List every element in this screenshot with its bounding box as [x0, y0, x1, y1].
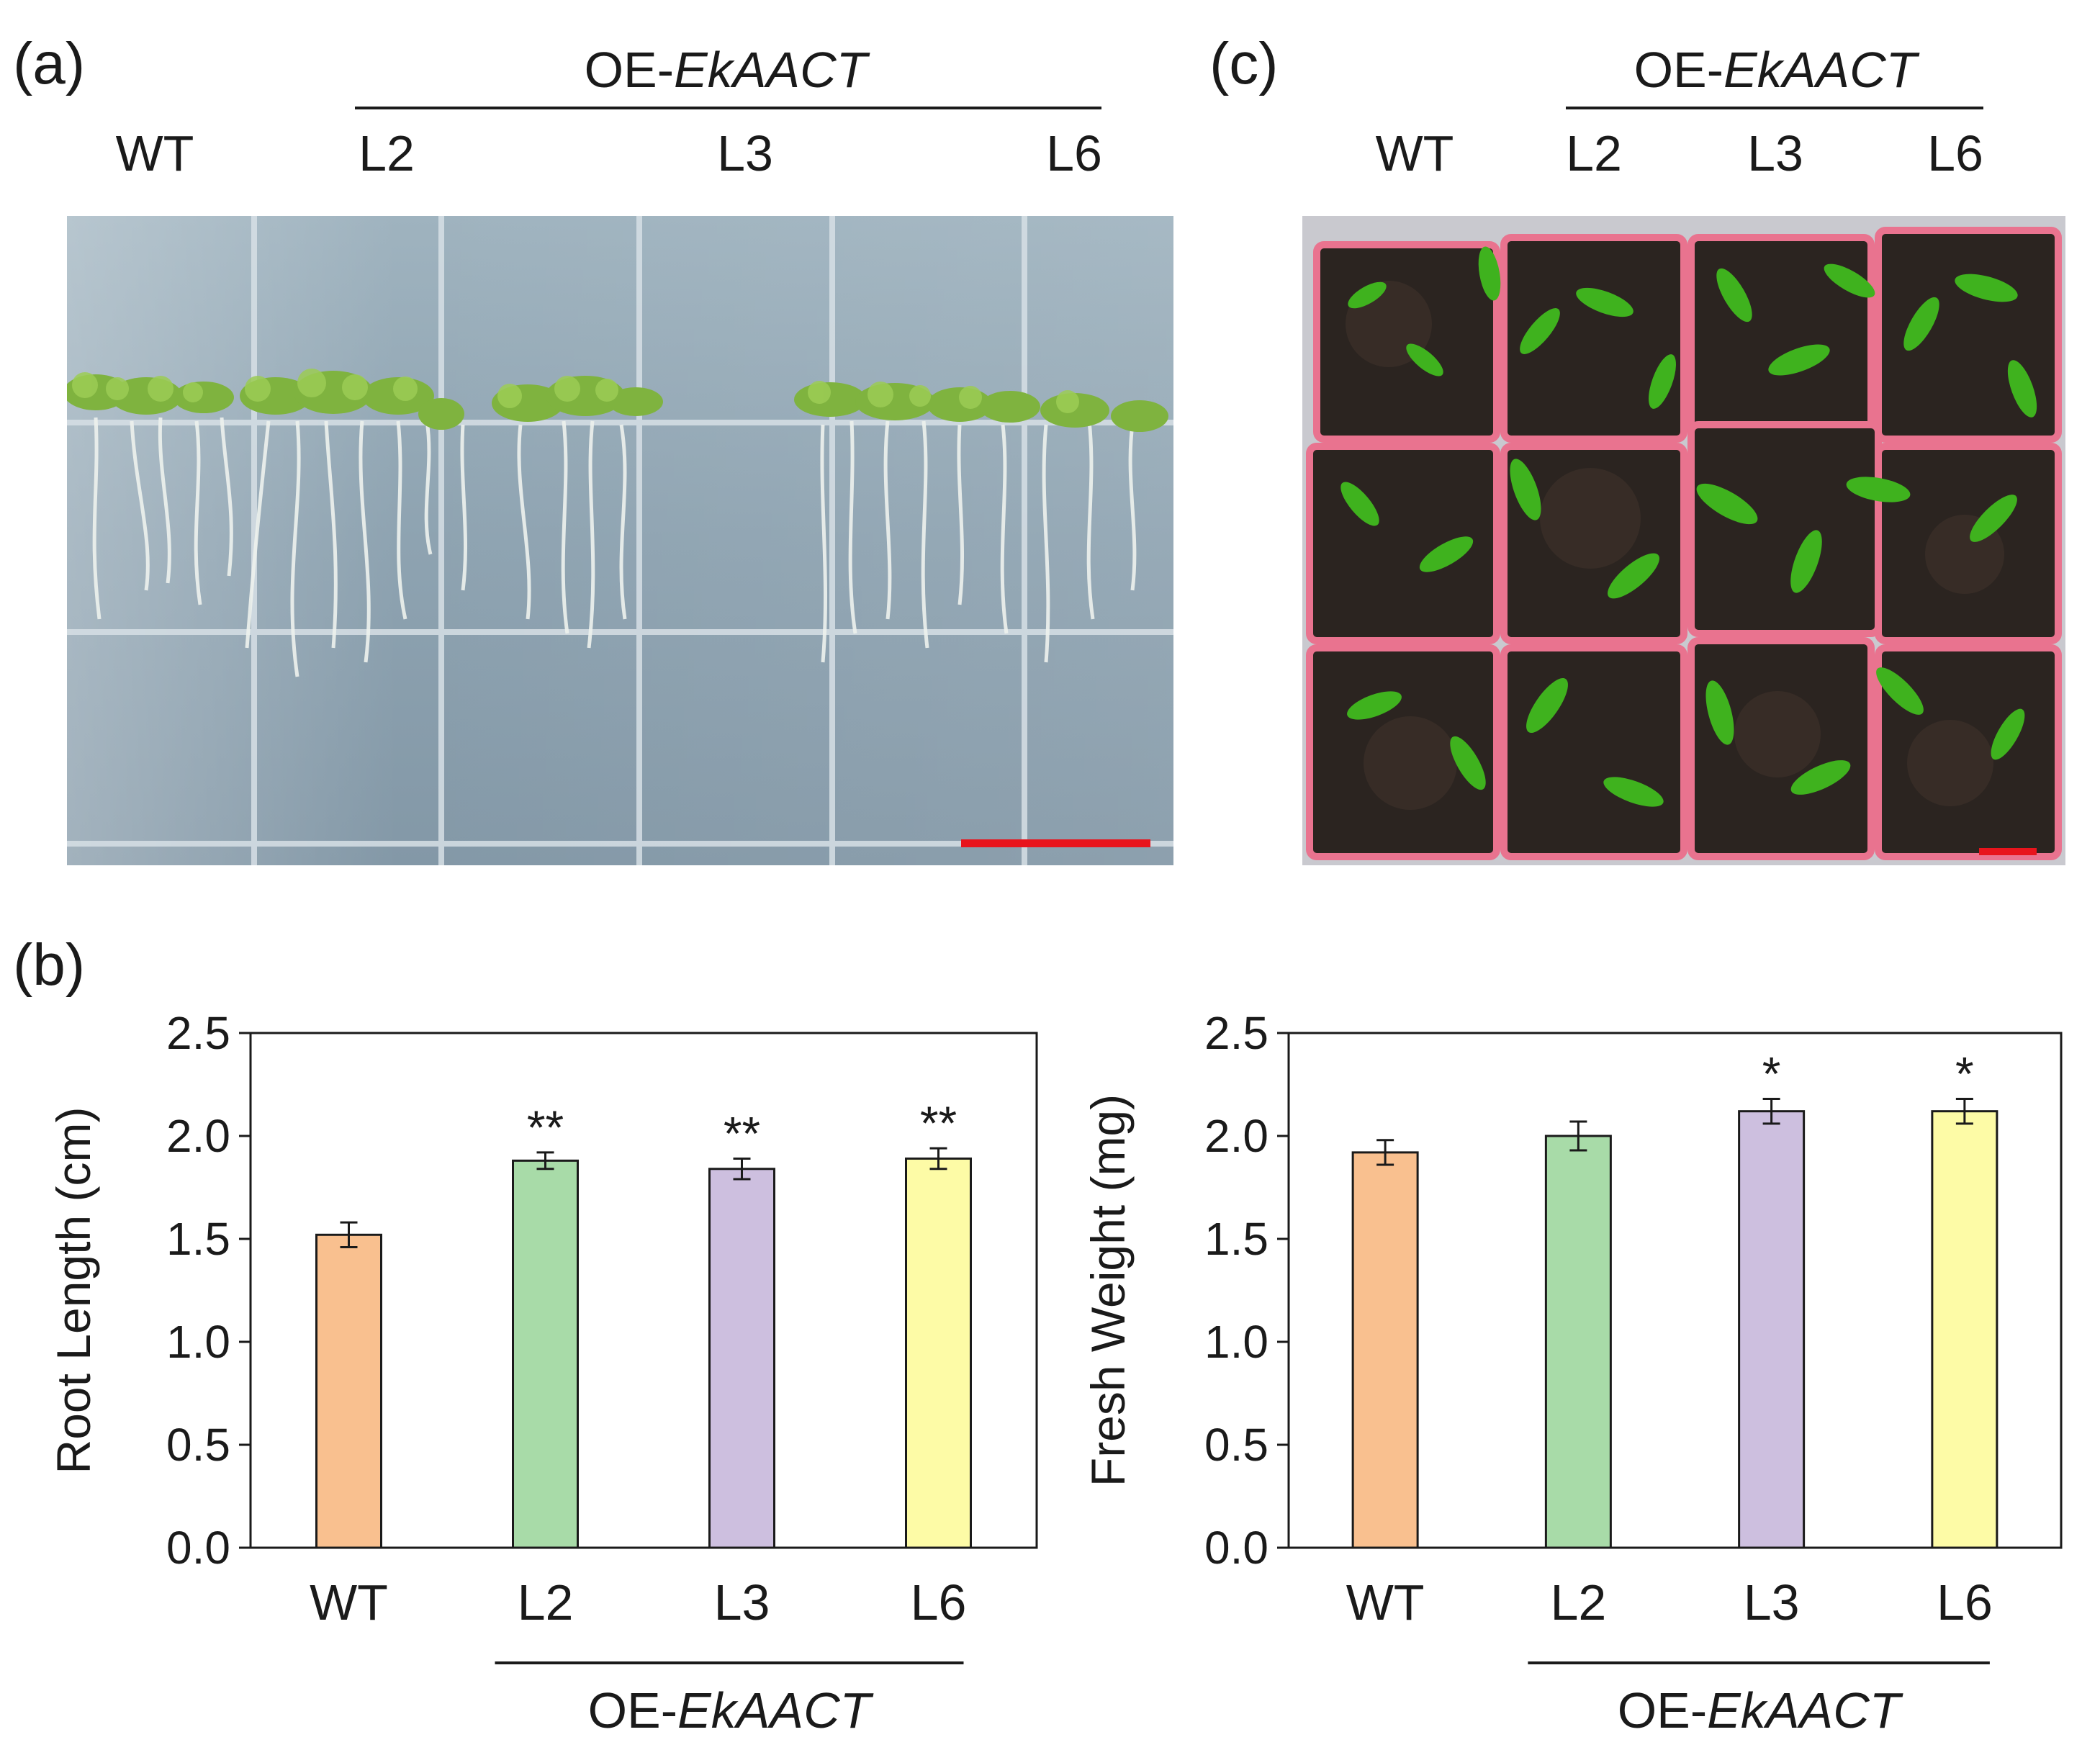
- seedling-plate-photo: [67, 216, 1173, 865]
- category-label: WT: [1346, 1574, 1425, 1631]
- panel-a-group-rule: [355, 107, 1101, 109]
- y-tick-label: 2.5: [166, 1007, 230, 1059]
- group-label-prefix: OE-: [1633, 42, 1724, 98]
- y-tick-label: 2.5: [1204, 1007, 1268, 1059]
- fresh-weight-chart: 0.0 0.5 1.0 1.5 2.0 2.5 Fresh Weight (mg) WT L2 *…: [1081, 1007, 2063, 1738]
- category-label: L6: [911, 1574, 967, 1631]
- group-label: OE-EkAACT: [1618, 1682, 1903, 1738]
- y-tick-label: 0.5: [166, 1419, 230, 1471]
- bar-wt: [1351, 1151, 1419, 1549]
- panel-a-group-label: OE-EkAACT: [585, 45, 868, 95]
- bar-l3: [1738, 1110, 1806, 1549]
- category-label: WT: [310, 1574, 388, 1631]
- category-label: L2: [1550, 1574, 1606, 1631]
- bar-l2: [512, 1159, 579, 1549]
- group-label-gene: EkAACT: [1723, 42, 1917, 98]
- panel-c-label: (c): [1209, 31, 1279, 96]
- panel-c-line-label-l2: L2: [1566, 125, 1622, 181]
- y-tick-label: 1.0: [166, 1316, 230, 1368]
- panel-a-label: (a): [13, 31, 86, 96]
- y-tick-label: 2.0: [166, 1110, 230, 1162]
- significance-mark: *: [1955, 1047, 1974, 1101]
- group-label-prefix: OE-: [584, 42, 675, 98]
- bar-l2: [1544, 1135, 1612, 1549]
- y-axis-label: Root Length (cm): [47, 1107, 100, 1474]
- panel-c-group-rule: [1566, 107, 1983, 109]
- root-length-chart: 0.0 0.5 1.0 1.5 2.0 2.5 Root Length (cm) WT ** L2…: [47, 1007, 1038, 1738]
- category-label: L2: [518, 1574, 574, 1631]
- panel-c-line-label-l6: L6: [1927, 125, 1983, 181]
- panel-a-wt-label: WT: [115, 125, 194, 181]
- group-label: OE-EkAACT: [588, 1682, 874, 1738]
- soil-pots-photo: [1302, 216, 2065, 865]
- bar-l3: [708, 1168, 775, 1549]
- soil-pots-illustration: [1302, 216, 2065, 865]
- significance-mark: *: [1762, 1047, 1781, 1101]
- significance-mark: **: [724, 1106, 760, 1160]
- bar-l6: [905, 1157, 972, 1549]
- group-label-gene: EkAACT: [674, 42, 868, 98]
- y-tick-label: 1.5: [1204, 1213, 1268, 1265]
- panel-a-line-label-l6: L6: [1046, 125, 1102, 181]
- y-axis-label: Fresh Weight (mg): [1081, 1094, 1135, 1487]
- y-tick-label: 0.0: [1204, 1522, 1268, 1574]
- category-label: L3: [1744, 1574, 1800, 1631]
- bar-wt: [315, 1233, 382, 1549]
- plot-frame: [249, 1032, 1038, 1549]
- bar-l6: [1931, 1110, 1998, 1549]
- panel-a-line-label-l2: L2: [359, 125, 415, 181]
- y-tick-label: 0.5: [1204, 1419, 1268, 1471]
- plot-frame: [1287, 1032, 2063, 1549]
- y-tick-label: 2.0: [1204, 1110, 1268, 1162]
- panel-c-group-label: OE-EkAACT: [1634, 45, 1917, 95]
- panel-b-label: (b): [13, 932, 86, 998]
- significance-mark: **: [920, 1096, 957, 1150]
- y-tick-label: 1.5: [166, 1213, 230, 1265]
- panel-c-line-label-l3: L3: [1747, 125, 1803, 181]
- panel-c-scale-bar: [1979, 848, 2037, 855]
- y-tick-label: 1.0: [1204, 1316, 1268, 1368]
- y-tick-label: 0.0: [166, 1522, 230, 1574]
- seedling-plate-illustration: [67, 216, 1173, 865]
- panel-a-scale-bar: [961, 839, 1150, 847]
- panel-a-line-label-l3: L3: [717, 125, 773, 181]
- significance-mark: **: [527, 1101, 564, 1154]
- category-label: L6: [1937, 1574, 1993, 1631]
- category-label: L3: [714, 1574, 770, 1631]
- panel-c-wt-label: WT: [1375, 125, 1454, 181]
